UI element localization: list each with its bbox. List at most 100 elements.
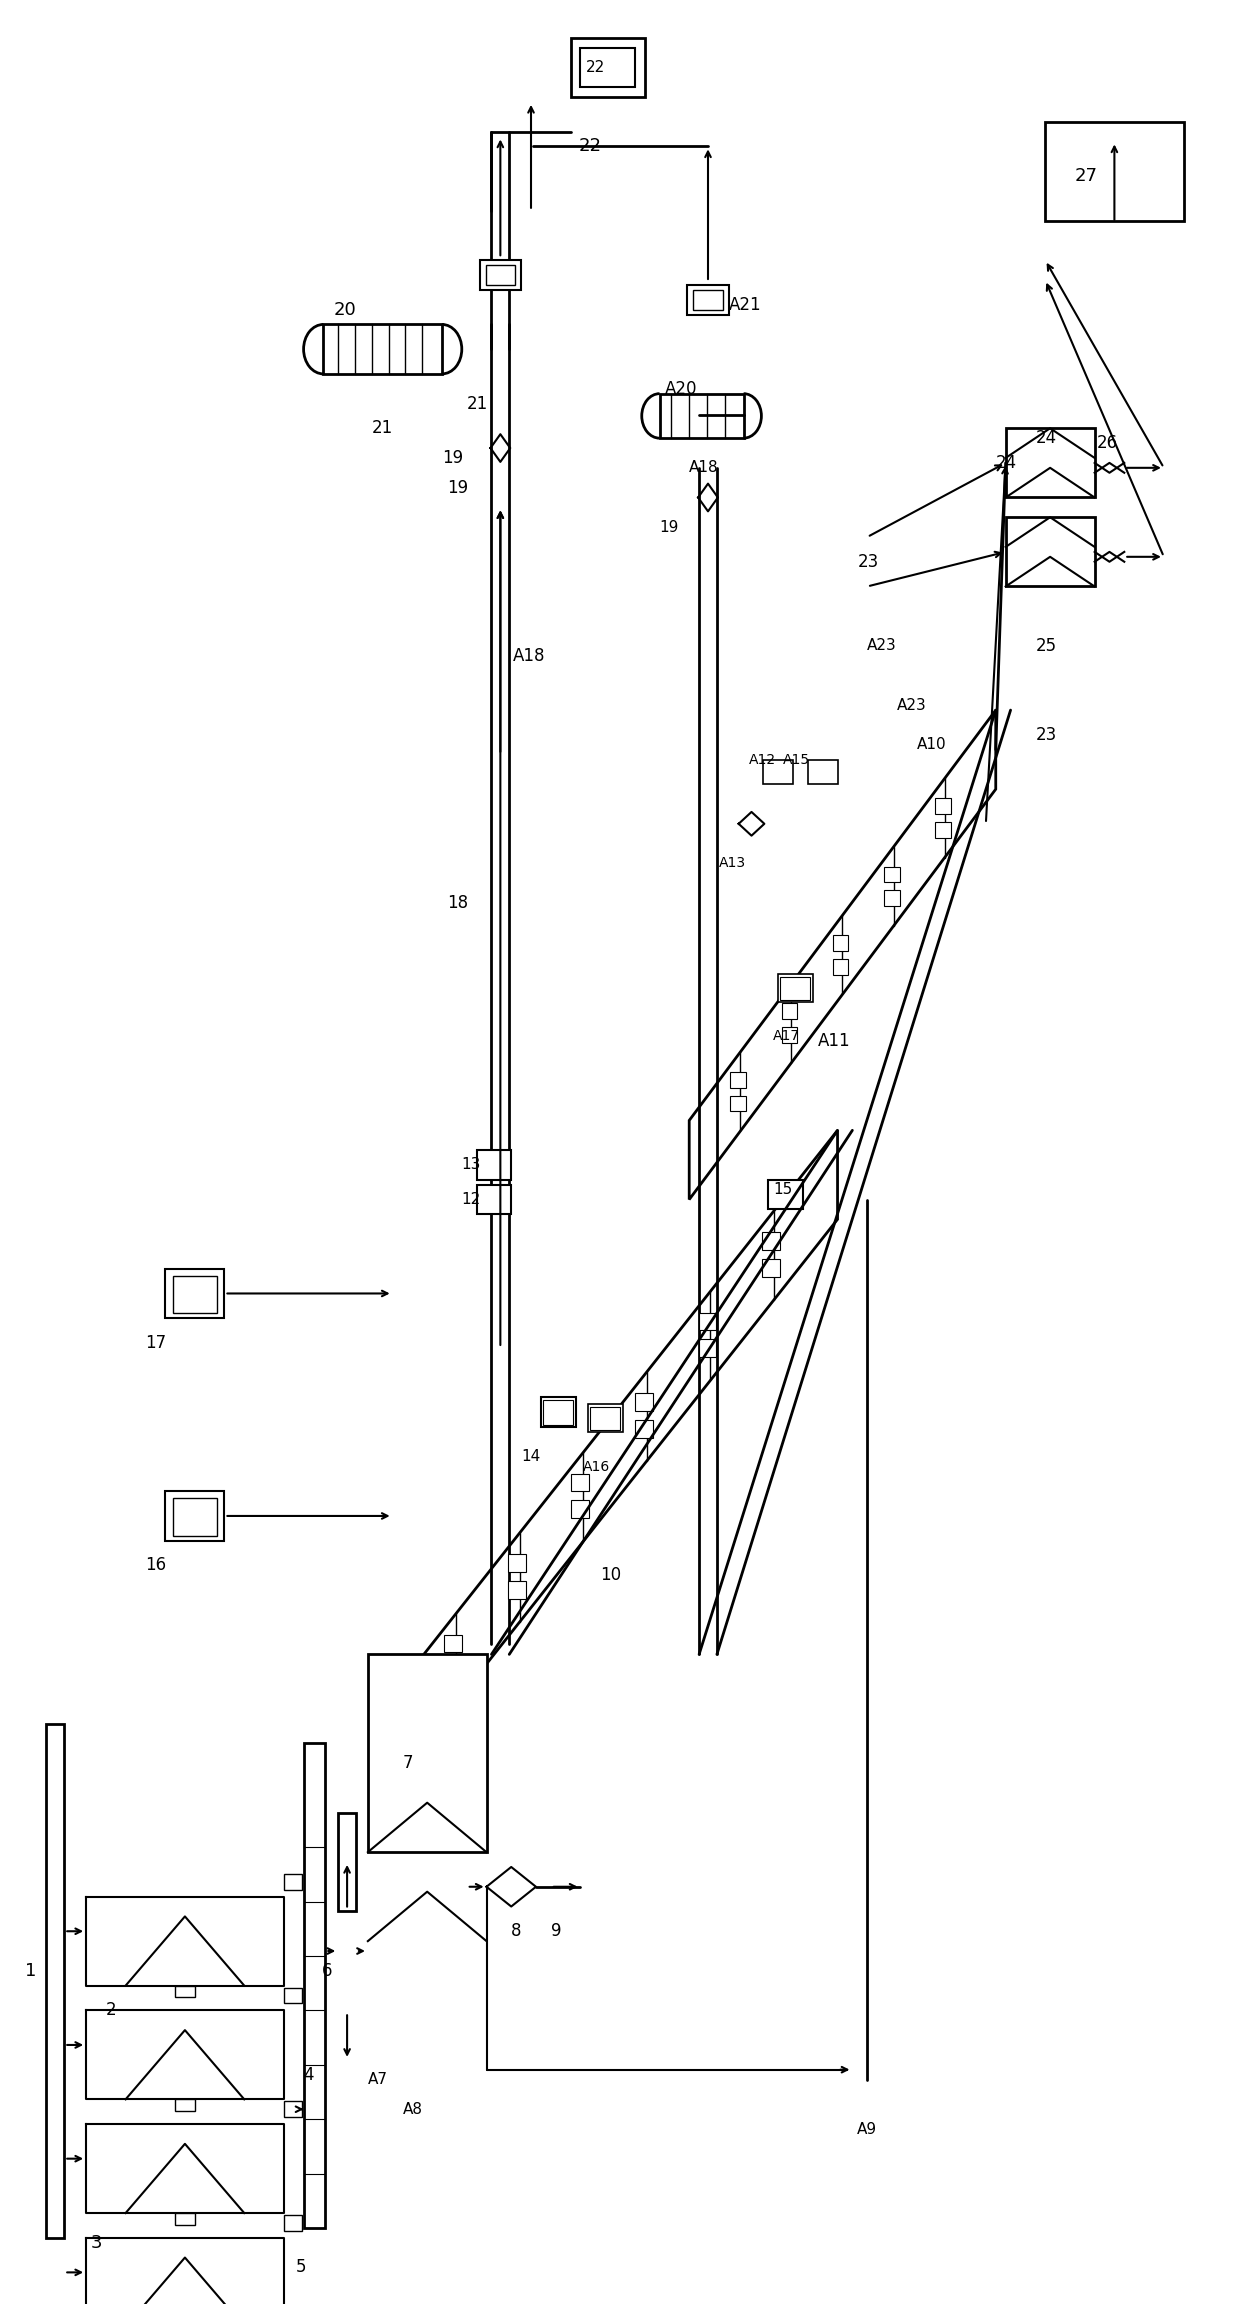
Text: 25: 25 [1035, 637, 1056, 656]
Text: 6: 6 [321, 1962, 332, 1979]
Text: A7: A7 [368, 2071, 388, 2088]
Bar [781, 1026, 797, 1043]
Bar [763, 1233, 780, 1249]
Text: 9: 9 [551, 1923, 562, 1939]
Bar [572, 1501, 589, 1518]
Bar [174, 1499, 217, 1536]
Bar [832, 959, 848, 975]
Text: 15: 15 [774, 1182, 792, 1198]
Text: 2: 2 [105, 2002, 117, 2020]
Bar [808, 760, 837, 783]
Bar [769, 1179, 804, 1209]
Text: 20: 20 [334, 301, 356, 320]
Bar [304, 1742, 325, 2229]
Bar [635, 1393, 652, 1411]
Text: 7: 7 [403, 1754, 413, 1773]
Bar [284, 1874, 301, 1891]
Text: 23: 23 [1035, 725, 1056, 744]
Bar [580, 49, 635, 88]
Text: 27: 27 [1075, 167, 1097, 185]
Polygon shape [689, 709, 996, 1200]
Text: 5: 5 [295, 2259, 306, 2275]
Text: 17: 17 [145, 1335, 166, 1351]
Bar [476, 1184, 511, 1214]
Bar [284, 1988, 301, 2004]
Bar [174, 1277, 217, 1314]
Text: A9: A9 [857, 2122, 878, 2136]
Text: 16: 16 [145, 1557, 166, 1573]
Text: 10: 10 [600, 1566, 621, 1585]
Bar [1006, 429, 1095, 498]
Text: 19: 19 [441, 449, 464, 468]
Text: 19: 19 [446, 480, 467, 496]
Bar [698, 1314, 717, 1330]
Polygon shape [393, 1131, 837, 1782]
Text: 22: 22 [585, 60, 605, 74]
Text: 19: 19 [660, 519, 680, 535]
Text: A20: A20 [665, 380, 697, 399]
Text: A21: A21 [729, 297, 761, 313]
Text: 22: 22 [579, 137, 601, 155]
Bar [764, 760, 794, 783]
Bar [543, 1399, 573, 1425]
Bar [590, 1406, 620, 1430]
Text: 21: 21 [466, 394, 489, 412]
Text: A16: A16 [583, 1460, 610, 1474]
Text: 26: 26 [1096, 433, 1117, 452]
Bar [284, 2215, 301, 2231]
Text: A8: A8 [403, 2102, 423, 2118]
Text: A23: A23 [897, 697, 926, 714]
Bar [572, 1474, 589, 1492]
Bar [763, 1258, 780, 1277]
Bar [779, 973, 812, 1001]
Bar [1006, 517, 1095, 586]
Bar [324, 324, 441, 373]
Bar [165, 1492, 224, 1541]
Text: 8: 8 [511, 1923, 522, 1939]
Bar [444, 1661, 463, 1680]
Text: 24: 24 [996, 454, 1017, 473]
Text: 4: 4 [304, 2067, 314, 2083]
Bar [698, 1339, 717, 1358]
Text: A13: A13 [719, 857, 746, 871]
Text: 13: 13 [461, 1158, 481, 1172]
Text: 21: 21 [372, 419, 393, 438]
Bar [476, 1149, 511, 1179]
Text: A17: A17 [774, 1029, 800, 1043]
Text: A10: A10 [916, 737, 946, 753]
Text: 12: 12 [461, 1191, 481, 1207]
Bar [508, 1555, 526, 1571]
Bar [541, 1397, 575, 1427]
Bar [687, 285, 729, 315]
Text: 24: 24 [1035, 429, 1056, 447]
Bar [635, 1420, 652, 1437]
Bar [884, 890, 899, 906]
Text: A18: A18 [689, 461, 719, 475]
Text: A15: A15 [784, 753, 810, 767]
Text: 14: 14 [521, 1448, 541, 1464]
Text: A12: A12 [749, 753, 776, 767]
Bar [780, 978, 810, 1001]
Bar [175, 2213, 195, 2224]
Text: 23: 23 [857, 554, 879, 570]
Bar [175, 2099, 195, 2111]
Bar [832, 936, 848, 950]
Bar [935, 799, 951, 813]
Bar [508, 1580, 526, 1599]
Bar [781, 1003, 797, 1019]
Bar [284, 2102, 301, 2118]
Text: A18: A18 [513, 646, 546, 665]
Text: A11: A11 [817, 1033, 851, 1050]
Text: 18: 18 [446, 894, 467, 913]
Bar [46, 1724, 64, 2238]
Bar [693, 290, 723, 310]
Bar [175, 1986, 195, 1997]
Bar [660, 394, 744, 438]
Bar [486, 264, 515, 285]
Bar [935, 823, 951, 839]
Bar [730, 1096, 746, 1112]
Bar [368, 1654, 486, 1851]
Bar [444, 1636, 463, 1652]
Bar [570, 37, 645, 97]
Bar [165, 1270, 224, 1318]
